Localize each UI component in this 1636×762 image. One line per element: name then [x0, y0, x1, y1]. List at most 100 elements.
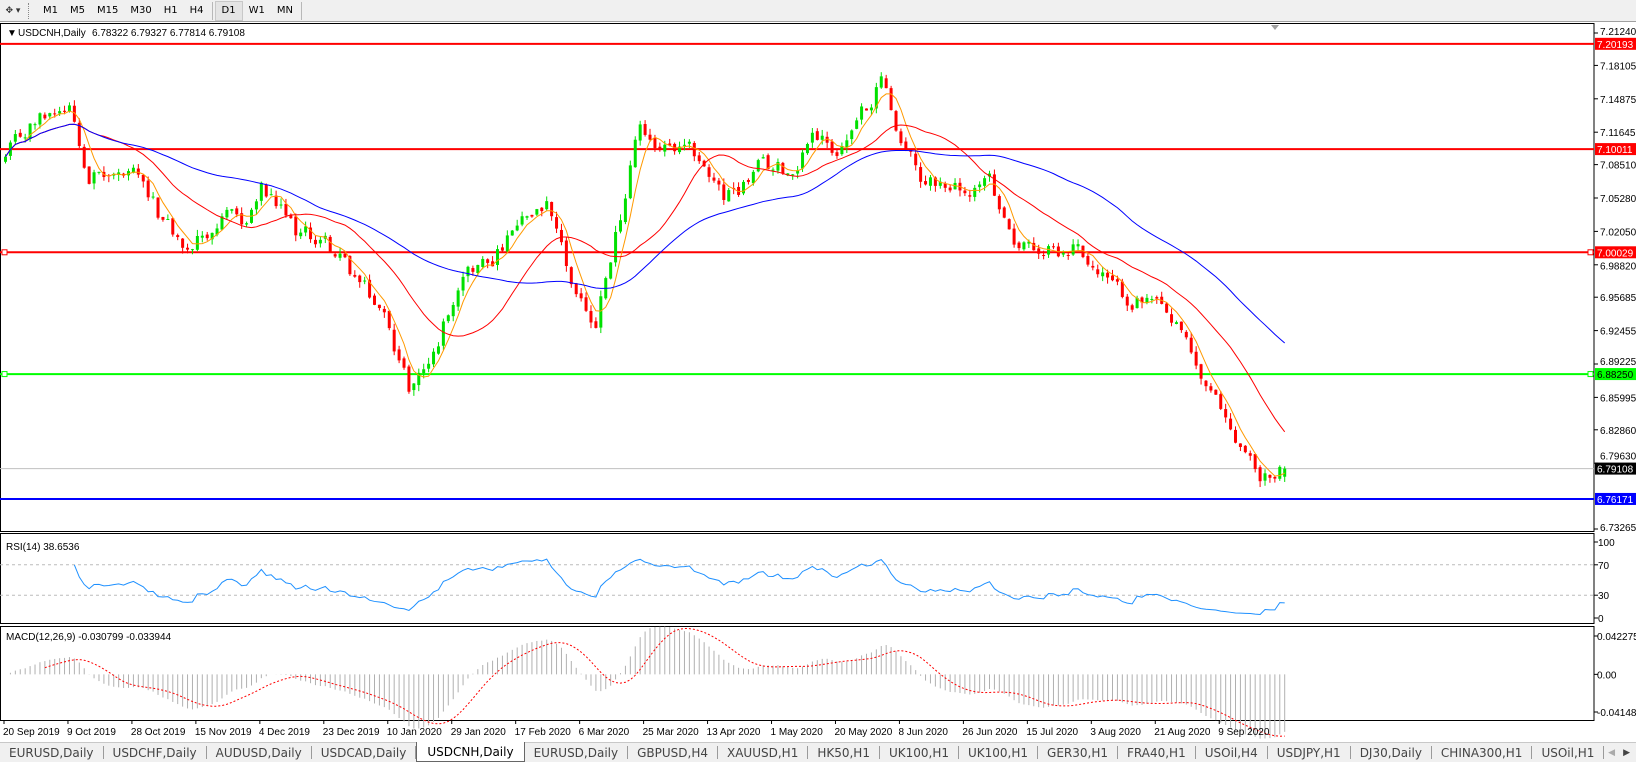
bear-candle	[1234, 429, 1237, 443]
chart-tab[interactable]: USDCHF,Daily	[104, 746, 207, 760]
bear-candle	[18, 132, 22, 137]
bear-candle	[1204, 380, 1208, 387]
bull-candle	[220, 216, 224, 230]
triangle-left-icon[interactable]: ◀	[1608, 747, 1616, 758]
chart-ohlc: 6.78322 6.79327 6.77814 6.79108	[92, 28, 245, 39]
timeframe-m1[interactable]: M1	[43, 5, 58, 16]
collapse-arrow-icon[interactable]: ▼	[7, 28, 17, 39]
crosshair-pointer-icon[interactable]: ✥ ▾	[5, 5, 21, 16]
timeframe-mn[interactable]: MN	[276, 5, 293, 16]
bear-candle	[594, 321, 598, 328]
bear-candle	[397, 349, 401, 361]
timeframe-d1[interactable]: D1	[214, 0, 243, 21]
bull-candle	[805, 144, 809, 154]
price-tick-label: 6.89225	[1600, 357, 1636, 368]
bear-candle	[1258, 467, 1262, 482]
bear-candle	[1042, 255, 1046, 257]
timeframe-m5[interactable]: M5	[70, 5, 85, 16]
timeframe-h1[interactable]: H1	[163, 5, 178, 16]
chart-tab[interactable]: UK100,H1	[880, 746, 959, 760]
chart-tab[interactable]: USDCAD,Daily	[312, 746, 417, 760]
bull-candle	[879, 76, 883, 88]
chart-window[interactable]: 7.21240 7.18105 7.14875 7.11645 7.08510 7.052…	[0, 0, 1636, 742]
bear-candle	[235, 208, 239, 215]
date-tick-label: 8 Jun 2020	[898, 727, 948, 738]
moving-average-5-line	[5, 93, 1285, 477]
date-tick-label: 26 Jun 2020	[962, 727, 1017, 738]
date-tick-label: 20 Sep 2019	[3, 727, 60, 738]
chart-tab[interactable]: AUDUSD,Daily	[207, 746, 312, 760]
bull-candle	[97, 171, 101, 173]
chart-tab[interactable]: CHINA300,H1	[1432, 746, 1533, 760]
triangle-right-icon[interactable]: ▶	[1623, 747, 1630, 758]
bear-candle	[924, 181, 928, 185]
chart-tab[interactable]: GBPUSD,H4	[628, 746, 718, 760]
bear-candle	[1199, 364, 1203, 379]
chart-tab[interactable]: EURUSD,Daily	[0, 746, 104, 760]
timeframe-m30[interactable]: M30	[130, 5, 152, 16]
bear-candle	[1248, 453, 1252, 456]
bull-candle	[928, 177, 932, 186]
chart-tab[interactable]: GER30,H1	[1038, 746, 1118, 760]
chart-tab[interactable]: HK50,H1	[808, 746, 880, 760]
level-anchor-handle[interactable]	[1, 371, 8, 378]
level-anchor-handle[interactable]	[1587, 371, 1594, 378]
bear-candle	[574, 283, 578, 295]
timeframe-w1[interactable]: W1	[248, 5, 265, 16]
bear-candle	[1194, 351, 1198, 366]
bull-candle	[633, 139, 637, 168]
toolbar-grip[interactable]	[28, 2, 33, 19]
bull-candle	[791, 174, 795, 176]
level-price-label: 7.20193	[1597, 40, 1634, 51]
bull-candle	[441, 321, 445, 346]
bull-candle	[1027, 241, 1031, 244]
rsi-panel-frame	[0, 533, 1595, 624]
chart-tab[interactable]: USDJPY,H1	[1268, 746, 1351, 760]
chart-tab[interactable]: XAUUSD,H1	[718, 746, 809, 760]
macd-signal-line	[44, 628, 1285, 737]
bull-candle	[225, 209, 229, 218]
bull-candle	[510, 230, 514, 236]
bull-candle	[245, 223, 249, 225]
level-price-label: 7.00029	[1597, 248, 1634, 259]
date-tick-label: 21 Aug 2020	[1154, 727, 1211, 738]
level-anchor-handle[interactable]	[1, 249, 8, 256]
macd-panel-frame	[0, 626, 1595, 721]
chart-tab[interactable]: DJ30,Daily	[1351, 746, 1432, 760]
rsi-label: RSI(14) 38.6536	[6, 542, 80, 553]
date-tick-label: 13 Apr 2020	[707, 727, 761, 738]
bear-candle	[181, 238, 185, 248]
bull-candle	[279, 204, 283, 206]
bull-candle	[259, 182, 263, 201]
timeframe-m15[interactable]: M15	[97, 5, 119, 16]
timeframe-h4[interactable]: H4	[189, 5, 204, 16]
bull-candle	[988, 173, 991, 177]
chart-tab[interactable]: UK100,H1	[959, 746, 1039, 760]
chart-tab[interactable]: USDCNH,Daily	[416, 742, 525, 762]
bull-candle	[58, 111, 62, 114]
bear-candle	[1224, 409, 1228, 418]
bear-candle	[904, 141, 908, 150]
level-anchor-handle[interactable]	[1587, 249, 1594, 256]
bear-candle	[717, 180, 721, 185]
bull-candle	[786, 173, 790, 176]
chart-tab[interactable]: USOil,H1	[1532, 746, 1605, 760]
bull-candle	[318, 239, 322, 244]
date-tick-label: 20 May 2020	[834, 727, 892, 738]
bear-candle	[579, 293, 583, 299]
bull-candle	[92, 172, 96, 184]
date-tick-label: 23 Dec 2019	[323, 727, 380, 738]
chart-tab[interactable]: EURUSD,Daily	[525, 746, 629, 760]
level-price-label: 6.76171	[1597, 495, 1634, 506]
bull-candle	[269, 194, 273, 196]
chart-shift-marker[interactable]	[1271, 25, 1279, 30]
chart-tab[interactable]: FRA40,H1	[1118, 746, 1196, 760]
chart-tab[interactable]: USOil,H4	[1196, 746, 1268, 760]
bear-candle	[1243, 445, 1247, 453]
bull-candle	[1047, 246, 1051, 255]
bear-candle	[82, 146, 86, 168]
bear-candle	[815, 131, 819, 140]
bear-candle	[997, 196, 1001, 210]
bull-candle	[874, 87, 878, 109]
bear-candle	[766, 155, 770, 170]
